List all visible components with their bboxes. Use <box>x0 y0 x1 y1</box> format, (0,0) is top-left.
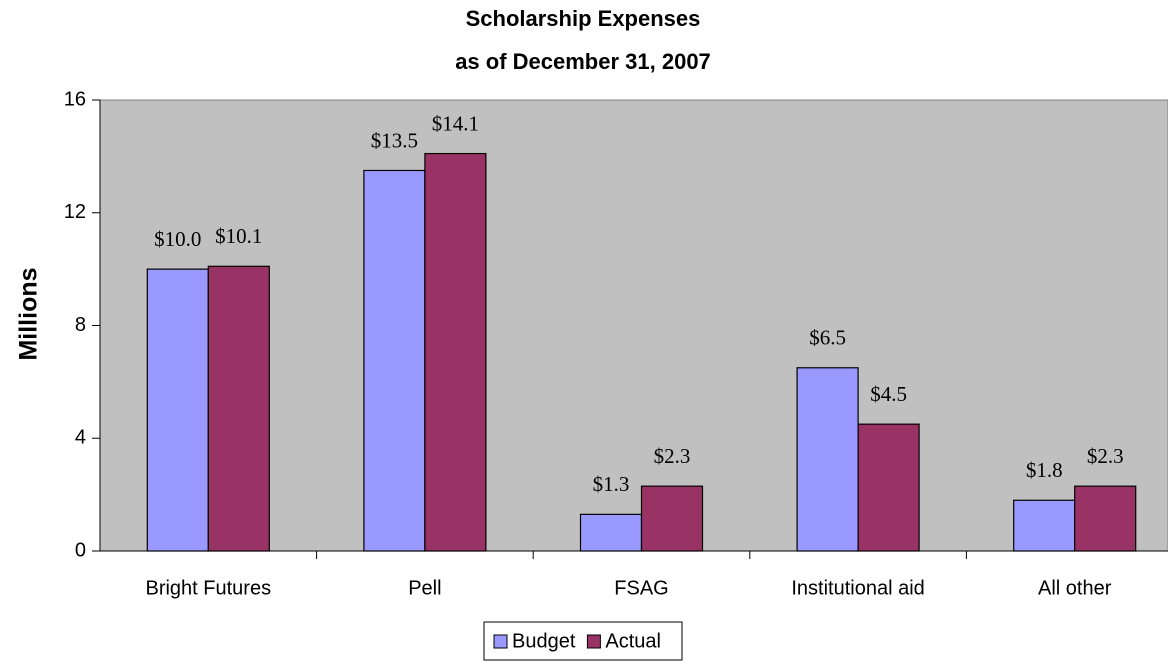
legend-box <box>483 621 683 661</box>
y-tick-label: 8 <box>75 314 86 336</box>
x-tick-label: Institutional aid <box>791 577 924 599</box>
y-axis-label: Millions <box>15 267 43 360</box>
value-label: $1.3 <box>593 472 630 496</box>
bar <box>207 265 270 552</box>
legend-label: Actual <box>605 630 661 652</box>
value-label: $2.3 <box>654 444 691 468</box>
bar <box>857 423 920 552</box>
bar <box>146 268 209 552</box>
bar <box>640 485 704 552</box>
value-label: $2.3 <box>1087 444 1124 468</box>
bar <box>579 513 643 552</box>
y-tick-label: 0 <box>75 539 86 561</box>
value-label: $6.5 <box>809 326 846 350</box>
y-tick-label: 12 <box>64 201 86 223</box>
y-tick-label: 16 <box>64 88 86 110</box>
legend-label: Budget <box>512 630 576 652</box>
bar <box>1013 499 1076 552</box>
value-label: $10.1 <box>215 224 262 248</box>
x-tick-label: FSAG <box>614 577 668 599</box>
legend-swatch <box>586 634 601 649</box>
x-tick-label: Pell <box>408 577 441 599</box>
value-label: $13.5 <box>371 128 418 152</box>
value-label: $10.0 <box>154 227 201 251</box>
value-label: $4.5 <box>870 382 907 406</box>
value-label: $14.1 <box>432 111 479 135</box>
bar <box>796 367 859 552</box>
bar <box>424 152 487 552</box>
chart-subtitle: as of December 31, 2007 <box>455 49 711 74</box>
value-label: $1.8 <box>1026 458 1063 482</box>
y-tick-label: 4 <box>75 427 86 449</box>
plot-area <box>99 99 1168 552</box>
bar <box>363 169 426 552</box>
x-tick-label: All other <box>1038 577 1112 599</box>
x-tick-label: Bright Futures <box>145 577 271 599</box>
chart-title: Scholarship Expenses <box>466 6 701 31</box>
legend-swatch <box>493 634 508 649</box>
bar <box>1074 485 1137 552</box>
